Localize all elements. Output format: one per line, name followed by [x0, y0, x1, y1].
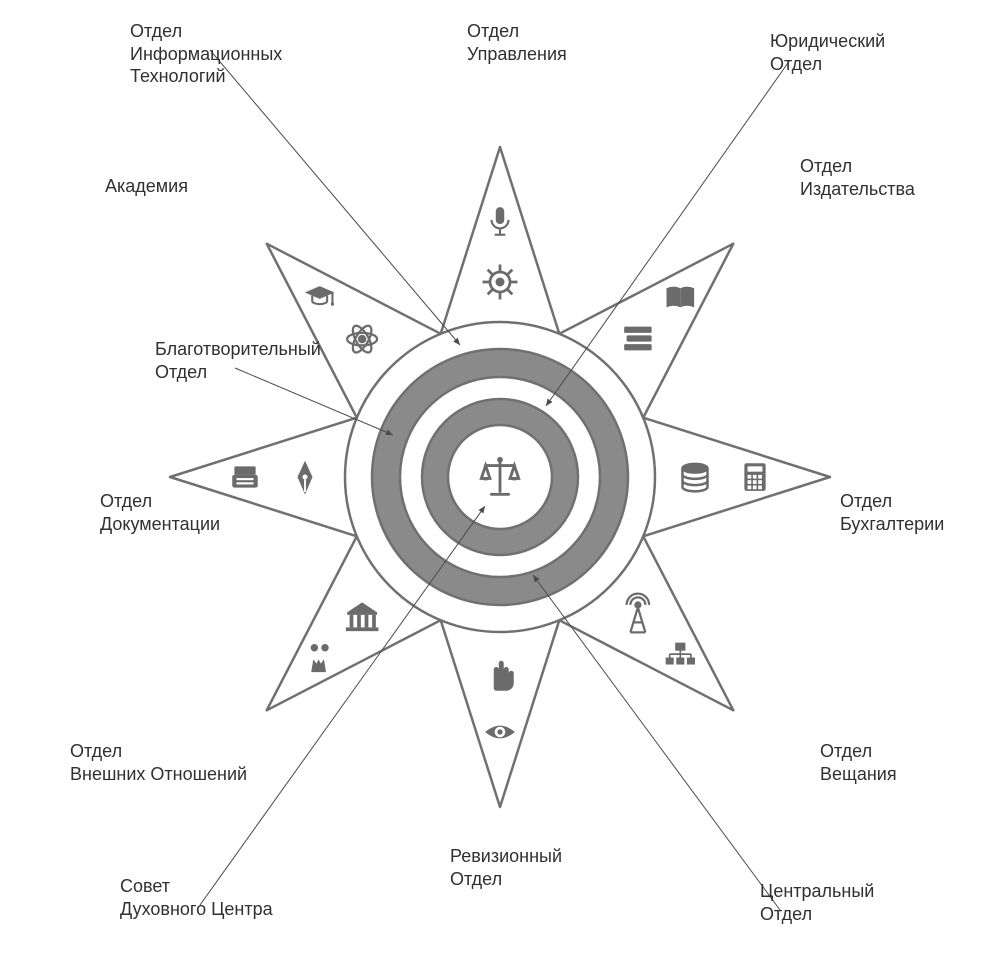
- label: Отдел Вещания: [820, 740, 897, 785]
- calculator-icon: [744, 463, 765, 491]
- label: Отдел Документации: [100, 490, 220, 535]
- diagram-container: Отдел Управления Отдел Издательства Отдел …: [0, 0, 1000, 954]
- helm-icon: [483, 265, 518, 300]
- label: Отдел Информационных Технологий: [130, 20, 282, 88]
- label: Юридический Отдел: [770, 30, 885, 75]
- label: Ревизионный Отдел: [450, 845, 562, 890]
- label: Отдел Управления: [467, 20, 567, 65]
- books-icon: [624, 327, 652, 351]
- label: Отдел Бухгалтерии: [840, 490, 944, 535]
- label: Отдел Внешних Отношений: [70, 740, 247, 785]
- typewriter-icon: [232, 466, 258, 487]
- label: Совет Духовного Центра: [120, 875, 273, 920]
- label: Академия: [105, 175, 188, 198]
- label: Отдел Издательства: [800, 155, 915, 200]
- label: Благотворительный Отдел: [155, 338, 321, 383]
- label: Центральный Отдел: [760, 880, 874, 925]
- open-book-icon: [666, 287, 694, 308]
